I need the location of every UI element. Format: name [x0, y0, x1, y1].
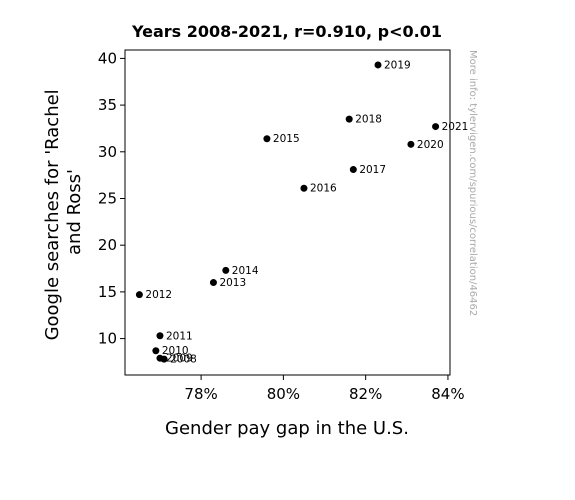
data-point-2011 [156, 332, 164, 340]
y-tick-label: 40 [98, 49, 117, 67]
data-label-2019: 2019 [384, 59, 411, 71]
data-label-2009: 2009 [166, 353, 193, 365]
data-label-2018: 2018 [355, 114, 382, 126]
y-axis: 10 15 20 25 30 35 40 [98, 49, 125, 348]
data-label-2020: 2020 [417, 139, 444, 151]
x-tick-label: 78% [184, 385, 217, 403]
y-axis-label: Google searches for 'Rachel and Ross' [42, 84, 85, 341]
data-label-2021: 2021 [442, 121, 469, 133]
y-tick-label: 15 [98, 283, 117, 301]
data-label-2017: 2017 [359, 164, 386, 176]
x-axis: 78% 80% 82% 84% [184, 375, 465, 403]
data-point-2012 [135, 291, 143, 299]
y-axis-label-line-1: Google searches for 'Rachel [42, 89, 63, 340]
y-tick-label: 25 [98, 189, 117, 207]
y-axis-label-line-2: and Ross' [64, 169, 85, 255]
x-axis-label: Gender pay gap in the U.S. [165, 418, 409, 439]
data-point-2010 [152, 347, 160, 355]
y-tick-label: 20 [98, 236, 117, 254]
y-tick-label: 30 [98, 143, 117, 161]
y-tick-label: 10 [98, 330, 117, 348]
watermark-text: More info: tylervigen.com/spurious/corre… [467, 50, 478, 316]
data-point-2015 [263, 135, 271, 143]
data-point-2013 [209, 279, 217, 287]
data-point-2018 [345, 115, 353, 123]
data-label-2013: 2013 [219, 277, 246, 289]
data-point-2014 [222, 266, 230, 274]
data-point-2016 [300, 184, 308, 192]
data-label-2011: 2011 [166, 330, 193, 342]
x-tick-label: 80% [267, 385, 300, 403]
data-point-2021 [432, 123, 440, 131]
data-point-2020 [407, 140, 415, 148]
data-point-2017 [349, 166, 357, 174]
data-label-2012: 2012 [145, 289, 172, 301]
data-label-2016: 2016 [310, 183, 337, 195]
data-label-2010: 2010 [162, 345, 189, 357]
data-label-2015: 2015 [273, 133, 300, 145]
data-point-2009 [156, 354, 164, 362]
y-tick-label: 35 [98, 96, 117, 114]
chart-title: Years 2008-2021, r=0.910, p<0.01 [131, 22, 442, 41]
x-tick-label: 84% [431, 385, 464, 403]
x-tick-label: 82% [349, 385, 382, 403]
data-label-2008: 2008 [170, 354, 197, 366]
data-label-2014: 2014 [232, 265, 259, 277]
data-point-2019 [374, 61, 382, 69]
plot-frame [124, 49, 451, 376]
